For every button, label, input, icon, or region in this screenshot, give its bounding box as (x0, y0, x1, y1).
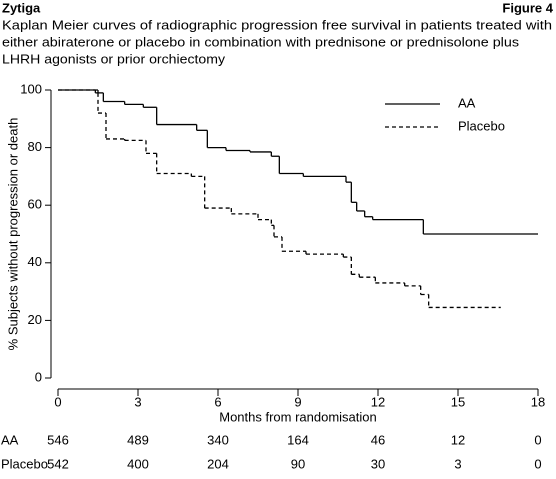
x-tick-label: 6 (214, 394, 221, 409)
title-line: Kaplan Meier curves of radiographic prog… (2, 17, 552, 32)
x-tick-label: 15 (451, 394, 465, 409)
x-tick-label: 9 (294, 394, 301, 409)
y-tick-label: 20 (28, 312, 42, 327)
x-axis-label: Months from randomisation (219, 409, 377, 424)
risk-count: 12 (451, 432, 465, 447)
legend-label: AA (458, 95, 476, 110)
y-tick-label: 60 (28, 197, 42, 212)
header: Zytiga (2, 0, 41, 15)
x-tick-label: 18 (531, 394, 545, 409)
risk-count: 90 (291, 456, 305, 471)
figure-label: Figure 4 (502, 0, 553, 15)
risk-count: 340 (207, 432, 229, 447)
title-line: LHRH agonists or prior orchiectomy (2, 51, 226, 66)
x-tick-label: 3 (134, 394, 141, 409)
risk-count: 30 (371, 456, 385, 471)
risk-count: 546 (47, 432, 69, 447)
risk-count: 0 (534, 432, 541, 447)
risk-row-label: AA (1, 432, 19, 447)
y-tick-label: 100 (20, 81, 42, 96)
risk-count: 542 (47, 456, 69, 471)
risk-row-label: Placebo (1, 456, 48, 471)
x-tick-label: 12 (371, 394, 385, 409)
risk-count: 0 (534, 456, 541, 471)
y-axis-label: % Subjects without progression or death (5, 118, 20, 351)
risk-count: 489 (127, 432, 149, 447)
risk-count: 3 (454, 456, 461, 471)
y-tick-label: 0 (35, 369, 42, 384)
x-tick-label: 0 (54, 394, 61, 409)
risk-count: 400 (127, 456, 149, 471)
y-tick-label: 80 (28, 139, 42, 154)
risk-count: 164 (287, 432, 309, 447)
risk-count: 204 (207, 456, 229, 471)
title-line: either abiraterone or placebo in combina… (2, 34, 520, 49)
risk-count: 46 (371, 432, 385, 447)
legend-label: Placebo (458, 118, 505, 133)
y-tick-label: 40 (28, 254, 42, 269)
